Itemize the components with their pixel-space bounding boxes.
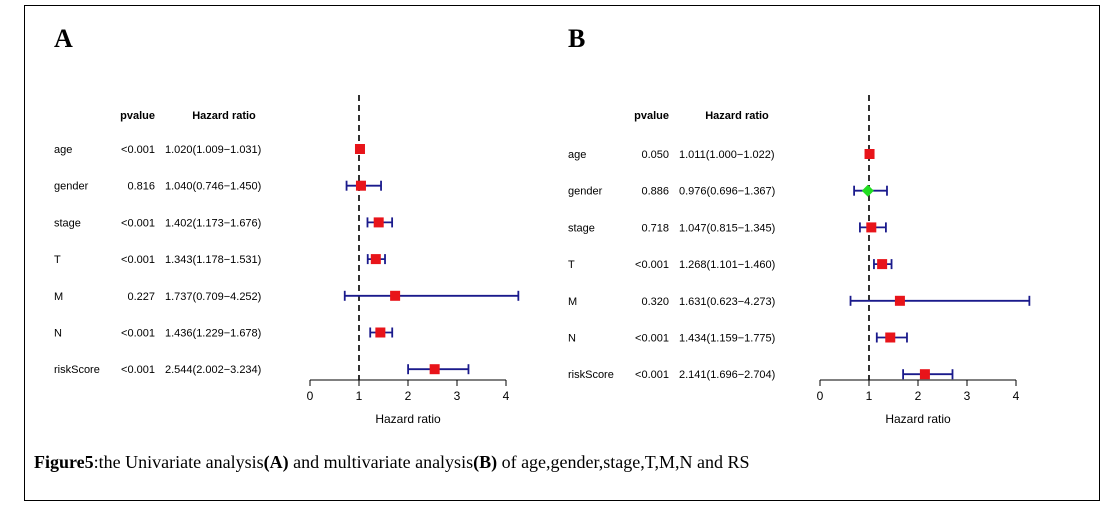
row-label-gender: gender: [568, 186, 603, 198]
x-tick-label: 0: [817, 389, 824, 403]
row-pvalue: 0.320: [641, 296, 669, 308]
x-tick-label: 2: [405, 389, 412, 403]
header-hazard-ratio: Hazard ratio: [192, 110, 256, 122]
row-label-t: T: [54, 254, 61, 266]
row-label-age: age: [54, 144, 72, 156]
hr-point: [370, 254, 381, 265]
caption-label-b: (B): [473, 452, 498, 472]
caption-text-2: and multivariate analysis: [288, 452, 474, 472]
row-hr-text: 1.268(1.101−1.460): [679, 259, 775, 271]
row-pvalue: 0.227: [127, 291, 155, 303]
row-pvalue: <0.001: [121, 217, 155, 229]
hr-point: [355, 180, 366, 191]
hr-point: [429, 364, 440, 375]
hr-point: [866, 222, 877, 233]
hr-point: [919, 369, 930, 380]
x-tick-label: 0: [307, 389, 314, 403]
row-hr-text: 2.544(2.002−3.234): [165, 364, 261, 376]
row-label-stage: stage: [54, 217, 81, 229]
hr-point: [861, 184, 874, 197]
hr-point: [864, 149, 875, 159]
hr-point: [390, 290, 401, 301]
header-pvalue: pvalue: [634, 110, 669, 122]
x-tick-label: 2: [915, 389, 922, 403]
forest-plot-a: pvalue Hazard ratio age <0.001 1.020(1.009−1…: [54, 95, 520, 426]
figure-frame: [24, 5, 1100, 501]
caption-figure-label: Figure5: [34, 452, 94, 472]
hr-point: [885, 332, 896, 343]
hr-point: [894, 295, 905, 306]
row-label-t: T: [568, 259, 575, 271]
row-hr-text: 1.402(1.173−1.676): [165, 217, 261, 229]
row-pvalue: 0.050: [641, 149, 669, 161]
panel-letter-a: A: [54, 24, 73, 53]
x-axis-label: Hazard ratio: [885, 412, 951, 426]
row-label-age: age: [568, 149, 586, 161]
caption-text-1: :the Univariate analysis: [93, 452, 264, 472]
row-label-stage: stage: [568, 222, 595, 234]
x-tick-label: 1: [866, 389, 873, 403]
row-hr-text: 1.737(0.709−4.252): [165, 291, 261, 303]
hr-point: [877, 259, 888, 270]
x-tick-label: 1: [356, 389, 363, 403]
row-pvalue: 0.886: [641, 186, 669, 198]
hr-point: [375, 327, 386, 338]
row-hr-text: 0.976(0.696−1.367): [679, 186, 775, 198]
x-axis-label: Hazard ratio: [375, 412, 441, 426]
row-label-riskscore: riskScore: [54, 364, 100, 376]
row-pvalue: <0.001: [635, 259, 669, 271]
row-hr-text: 1.631(0.623−4.273): [679, 296, 775, 308]
hr-point: [354, 144, 365, 154]
row-hr-text: 1.343(1.178−1.531): [165, 254, 261, 266]
row-label-n: N: [54, 328, 62, 340]
row-hr-text: 1.436(1.229−1.678): [165, 328, 261, 340]
hr-point: [373, 217, 384, 228]
row-hr-text: 1.011(1.000−1.022): [679, 149, 775, 161]
x-tick-label: 4: [1013, 389, 1020, 403]
row-hr-text: 2.141(1.696−2.704): [679, 369, 775, 381]
caption-label-a: (A): [263, 452, 289, 472]
row-hr-text: 1.047(0.815−1.345): [679, 222, 775, 234]
x-tick-label: 3: [964, 389, 971, 403]
row-label-riskscore: riskScore: [568, 369, 614, 381]
row-pvalue: <0.001: [121, 364, 155, 376]
row-label-gender: gender: [54, 181, 89, 193]
row-pvalue: <0.001: [121, 254, 155, 266]
row-pvalue: <0.001: [121, 328, 155, 340]
header-hazard-ratio: Hazard ratio: [705, 110, 769, 122]
row-hr-text: 1.020(1.009−1.031): [165, 144, 261, 156]
row-label-m: M: [568, 296, 577, 308]
panel-letter-b: B: [568, 24, 586, 53]
row-pvalue: <0.001: [635, 333, 669, 345]
x-tick-label: 4: [503, 389, 510, 403]
row-hr-text: 1.040(0.746−1.450): [165, 181, 261, 193]
row-label-m: M: [54, 291, 63, 303]
row-hr-text: 1.434(1.159−1.775): [679, 333, 775, 345]
row-label-n: N: [568, 333, 576, 345]
row-pvalue: 0.816: [127, 181, 155, 193]
forest-plot-b: pvalue Hazard ratio age 0.050 1.011(1.000−1.…: [568, 95, 1031, 426]
row-pvalue: <0.001: [635, 369, 669, 381]
row-pvalue: <0.001: [121, 144, 155, 156]
x-tick-label: 3: [454, 389, 461, 403]
figure-caption: Figure5:the Univariate analysis(A) and m…: [34, 452, 749, 473]
caption-text-3: of age,gender,stage,T,M,N and RS: [497, 452, 750, 472]
header-pvalue: pvalue: [120, 110, 155, 122]
row-pvalue: 0.718: [641, 222, 669, 234]
